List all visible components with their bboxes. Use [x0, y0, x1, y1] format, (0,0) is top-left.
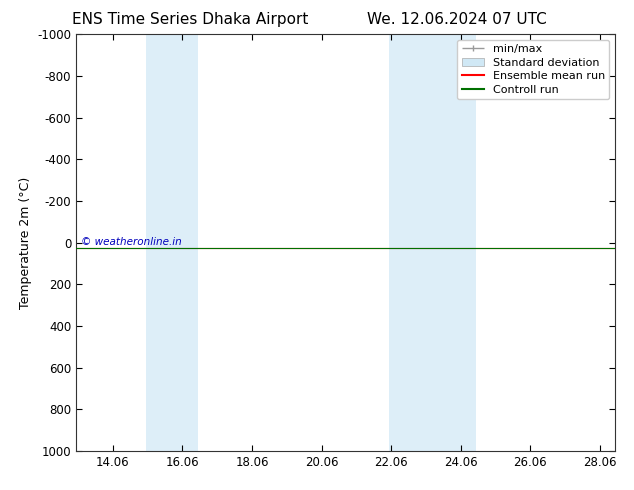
Legend: min/max, Standard deviation, Ensemble mean run, Controll run: min/max, Standard deviation, Ensemble me…: [457, 40, 609, 99]
Y-axis label: Temperature 2m (°C): Temperature 2m (°C): [18, 176, 32, 309]
Bar: [389, 34, 476, 451]
Text: ENS Time Series Dhaka Airport: ENS Time Series Dhaka Airport: [72, 12, 308, 27]
Bar: [146, 34, 198, 451]
Text: We. 12.06.2024 07 UTC: We. 12.06.2024 07 UTC: [366, 12, 547, 27]
Text: © weatheronline.in: © weatheronline.in: [81, 237, 182, 247]
